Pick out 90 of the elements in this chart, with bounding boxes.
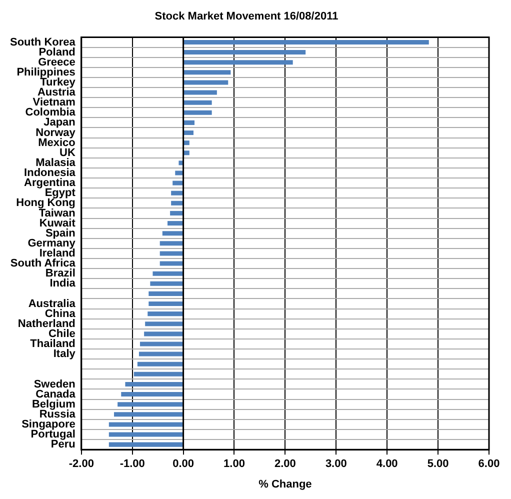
bar [184, 130, 194, 136]
bar [148, 312, 183, 316]
y-tick-label: Egypt [44, 187, 76, 200]
bar [118, 402, 183, 407]
bar [145, 322, 183, 326]
bar [121, 392, 183, 397]
bar [184, 150, 190, 156]
y-tick-label: Portugal [30, 428, 76, 441]
bar [184, 40, 429, 44]
y-tick-label: UK [60, 146, 76, 159]
y-tick-label: Greece [38, 56, 76, 68]
y-tick-label: Ireland [39, 247, 76, 260]
y-tick-label: Russia [39, 408, 76, 420]
x-tick-label: 2.00 [274, 458, 296, 470]
y-tick-label: Spain [45, 227, 76, 240]
y-tick-label: Chile [48, 328, 76, 340]
y-tick-label: Poland [38, 46, 76, 58]
x-axis-title: % Change [258, 478, 312, 490]
x-tick-label: 4.00 [376, 458, 398, 470]
bar [172, 180, 183, 186]
bar [160, 251, 183, 256]
bar [138, 352, 183, 356]
bar [184, 70, 231, 75]
x-tick-label: -1.00 [120, 458, 145, 470]
y-tick-label: Mexico [38, 136, 76, 149]
y-tick-label: Brazil [45, 268, 76, 280]
x-tick-label: 6.00 [478, 458, 500, 470]
bar [184, 120, 195, 125]
bar [170, 210, 183, 216]
y-tick-label: Peru [50, 438, 76, 451]
bar [168, 221, 183, 226]
bar [114, 412, 183, 417]
bar [184, 80, 228, 85]
bar [178, 160, 183, 166]
y-tick-label: Belgium [32, 398, 76, 410]
x-tick-label: 5.00 [427, 458, 449, 470]
y-tick-label: Argentina [24, 177, 76, 190]
y-tick-label: China [44, 308, 76, 320]
y-tick-label: Vietnam [32, 96, 76, 109]
x-tick-label: 0.00 [172, 458, 194, 470]
y-tick-label: Colombia [25, 106, 76, 119]
bar [184, 90, 217, 95]
bar [162, 231, 183, 236]
bar [160, 241, 183, 246]
y-tick-label: South Africa [10, 258, 76, 270]
bar [108, 432, 183, 437]
y-tick-label: Turkey [40, 76, 76, 88]
bar [108, 442, 183, 447]
y-tick-label: South Korea [10, 36, 76, 48]
bar [171, 200, 183, 206]
y-tick-label: Hong Kong [16, 197, 76, 210]
bar [175, 170, 183, 176]
bar [148, 301, 183, 306]
y-tick-label: Thailand [30, 338, 76, 350]
bar [144, 332, 183, 336]
y-tick-label: Taiwan [38, 207, 76, 220]
y-tick-label: Sweden [34, 378, 76, 390]
y-tick-label: Austria [37, 86, 76, 99]
bar [184, 100, 212, 105]
bar [150, 281, 183, 286]
y-tick-label: Japan [44, 116, 76, 129]
x-tick-label: 3.00 [325, 458, 347, 470]
bar [184, 110, 212, 115]
y-tick-label: Natherland [18, 318, 76, 330]
bar [140, 342, 183, 346]
y-tick-label: Kuwait [39, 217, 76, 230]
bar [125, 382, 183, 386]
y-tick-label: India [50, 278, 76, 290]
y-tick-label: Italy [53, 348, 76, 360]
bar [108, 422, 183, 427]
bar [137, 362, 183, 366]
bar [148, 291, 183, 296]
bar [160, 261, 183, 266]
y-tick-label: Germany [28, 237, 76, 250]
y-tick-label: Canada [36, 388, 76, 400]
y-tick-label: Singapore [22, 418, 76, 430]
bar [134, 372, 183, 376]
y-tick-label: Australia [28, 298, 76, 310]
x-tick-label: 1.00 [224, 458, 245, 470]
bar [152, 271, 183, 276]
bar [184, 60, 293, 65]
bar [184, 140, 190, 146]
x-tick-label: -2.00 [68, 458, 94, 470]
y-tick-label: Philippines [16, 66, 76, 78]
y-tick-label: Malasia [36, 156, 76, 169]
y-tick-label: Indonesia [24, 167, 76, 180]
y-tick-label: Norway [36, 126, 76, 139]
bar [184, 50, 306, 55]
bar [171, 190, 183, 196]
chart-title: Stock Market Movement 16/08/2011 [154, 10, 338, 23]
